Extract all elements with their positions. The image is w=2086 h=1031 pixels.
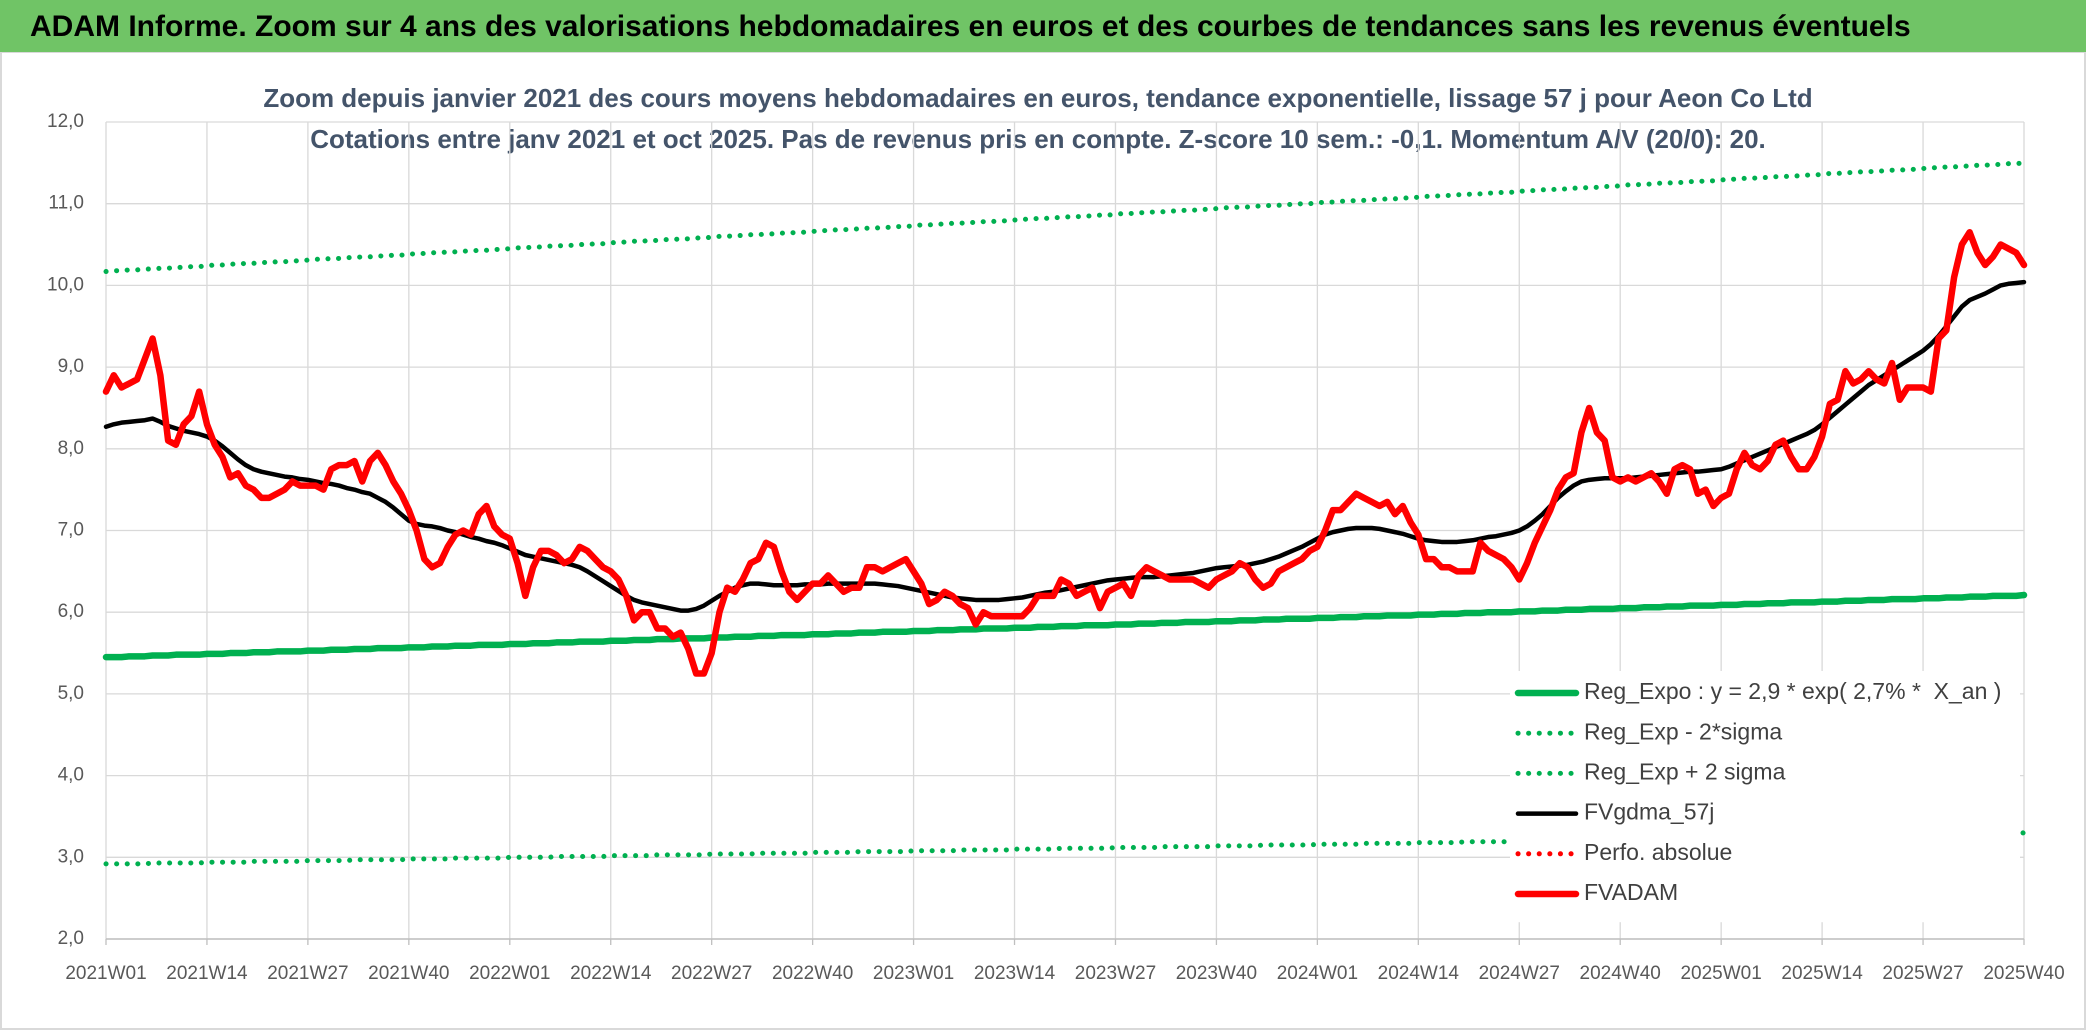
y-tick-label: 8,0 bbox=[58, 438, 84, 459]
series-line bbox=[102, 591, 2028, 661]
y-tick-label: 10,0 bbox=[47, 274, 84, 295]
y-tick-label: 12,0 bbox=[47, 111, 84, 132]
x-tick-label: 2024W14 bbox=[1378, 963, 1460, 984]
chart-subtitle: Cotations entre janv 2021 et oct 2025. P… bbox=[310, 124, 1766, 154]
x-tick-label: 2022W14 bbox=[570, 963, 652, 984]
x-tick-label: 2025W40 bbox=[1983, 963, 2064, 984]
x-tick-label: 2022W27 bbox=[671, 963, 752, 984]
x-tick-label: 2021W40 bbox=[368, 963, 449, 984]
y-tick-label: 7,0 bbox=[58, 520, 84, 541]
y-tick-label: 9,0 bbox=[58, 356, 84, 377]
x-tick-label: 2025W14 bbox=[1781, 963, 1863, 984]
series-line bbox=[103, 279, 2027, 613]
x-tick-label: 2023W27 bbox=[1075, 963, 1156, 984]
x-tick-label: 2025W27 bbox=[1882, 963, 1963, 984]
x-tick-label: 2022W01 bbox=[469, 963, 550, 984]
x-tick-label: 2025W01 bbox=[1680, 963, 1761, 984]
legend-box bbox=[1510, 671, 2020, 923]
y-tick-label: 11,0 bbox=[48, 193, 84, 214]
series-line bbox=[102, 229, 2028, 677]
legend-label: FVADAM bbox=[1584, 879, 1678, 905]
x-tick-label: 2023W01 bbox=[873, 963, 954, 984]
y-tick-label: 4,0 bbox=[58, 765, 84, 786]
y-tick-label: 5,0 bbox=[58, 683, 84, 704]
x-tick-label: 2021W27 bbox=[267, 963, 348, 984]
x-tick-label: 2023W14 bbox=[974, 963, 1056, 984]
legend-label: Reg_Exp + 2 sigma bbox=[1584, 758, 1786, 784]
legend-label: FVgdma_57j bbox=[1584, 799, 1714, 825]
x-tick-label: 2024W27 bbox=[1479, 963, 1560, 984]
y-tick-label: 3,0 bbox=[58, 846, 84, 867]
x-tick-label: 2023W40 bbox=[1176, 963, 1257, 984]
header-title: ADAM Informe. Zoom sur 4 ans des valoris… bbox=[30, 10, 1911, 43]
legend-label: Reg_Expo : y = 2,9 * exp( 2,7% * X_an ) bbox=[1584, 678, 2001, 704]
header-bar bbox=[0, 0, 2086, 52]
legend-label: Perfo. absolue bbox=[1584, 839, 1732, 865]
x-tick-label: 2021W14 bbox=[166, 963, 248, 984]
y-tick-label: 6,0 bbox=[58, 601, 84, 622]
legend: Reg_Expo : y = 2,9 * exp( 2,7% * X_an ) R… bbox=[1510, 671, 2020, 923]
legend-label: Reg_Exp - 2*sigma bbox=[1584, 718, 1782, 744]
x-tick-label: 2021W01 bbox=[65, 963, 146, 984]
y-tick-label: 2,0 bbox=[58, 928, 84, 949]
x-tick-label: 2024W01 bbox=[1277, 963, 1358, 984]
series-line bbox=[103, 160, 2027, 275]
x-tick-label: 2022W40 bbox=[772, 963, 853, 984]
chart-subtitle: Zoom depuis janvier 2021 des cours moyen… bbox=[263, 83, 1812, 113]
x-tick-label: 2024W40 bbox=[1580, 963, 1661, 984]
